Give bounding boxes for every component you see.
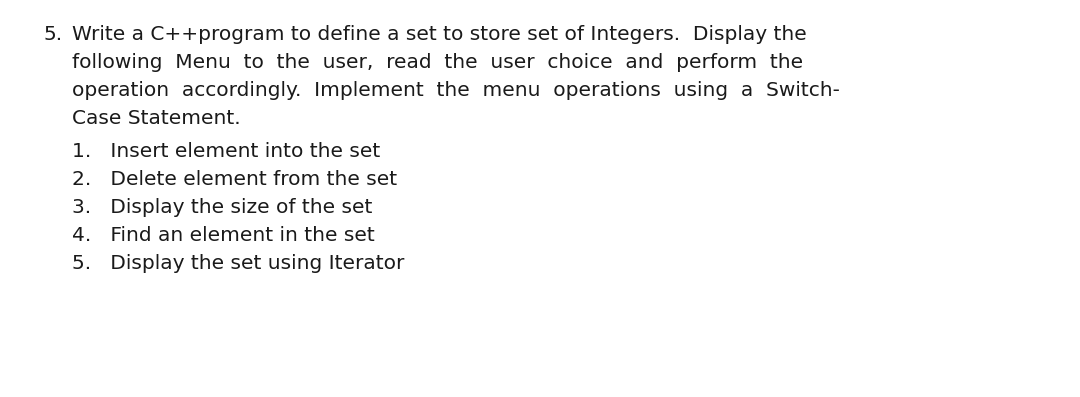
Text: 4.   Find an element in the set: 4. Find an element in the set xyxy=(72,226,375,245)
Text: 2.   Delete element from the set: 2. Delete element from the set xyxy=(72,170,397,189)
Text: following  Menu  to  the  user,  read  the  user  choice  and  perform  the: following Menu to the user, read the use… xyxy=(72,53,804,72)
Text: 1.   Insert element into the set: 1. Insert element into the set xyxy=(72,142,380,161)
Text: 5.   Display the set using Iterator: 5. Display the set using Iterator xyxy=(72,254,404,273)
Text: Case Statement.: Case Statement. xyxy=(72,109,241,128)
Text: 5.: 5. xyxy=(44,25,63,44)
Text: 3.   Display the size of the set: 3. Display the size of the set xyxy=(72,198,373,217)
Text: operation  accordingly.  Implement  the  menu  operations  using  a  Switch-: operation accordingly. Implement the men… xyxy=(72,81,840,100)
Text: Write a C++program to define a set to store set of Integers.  Display the: Write a C++program to define a set to st… xyxy=(72,25,807,44)
